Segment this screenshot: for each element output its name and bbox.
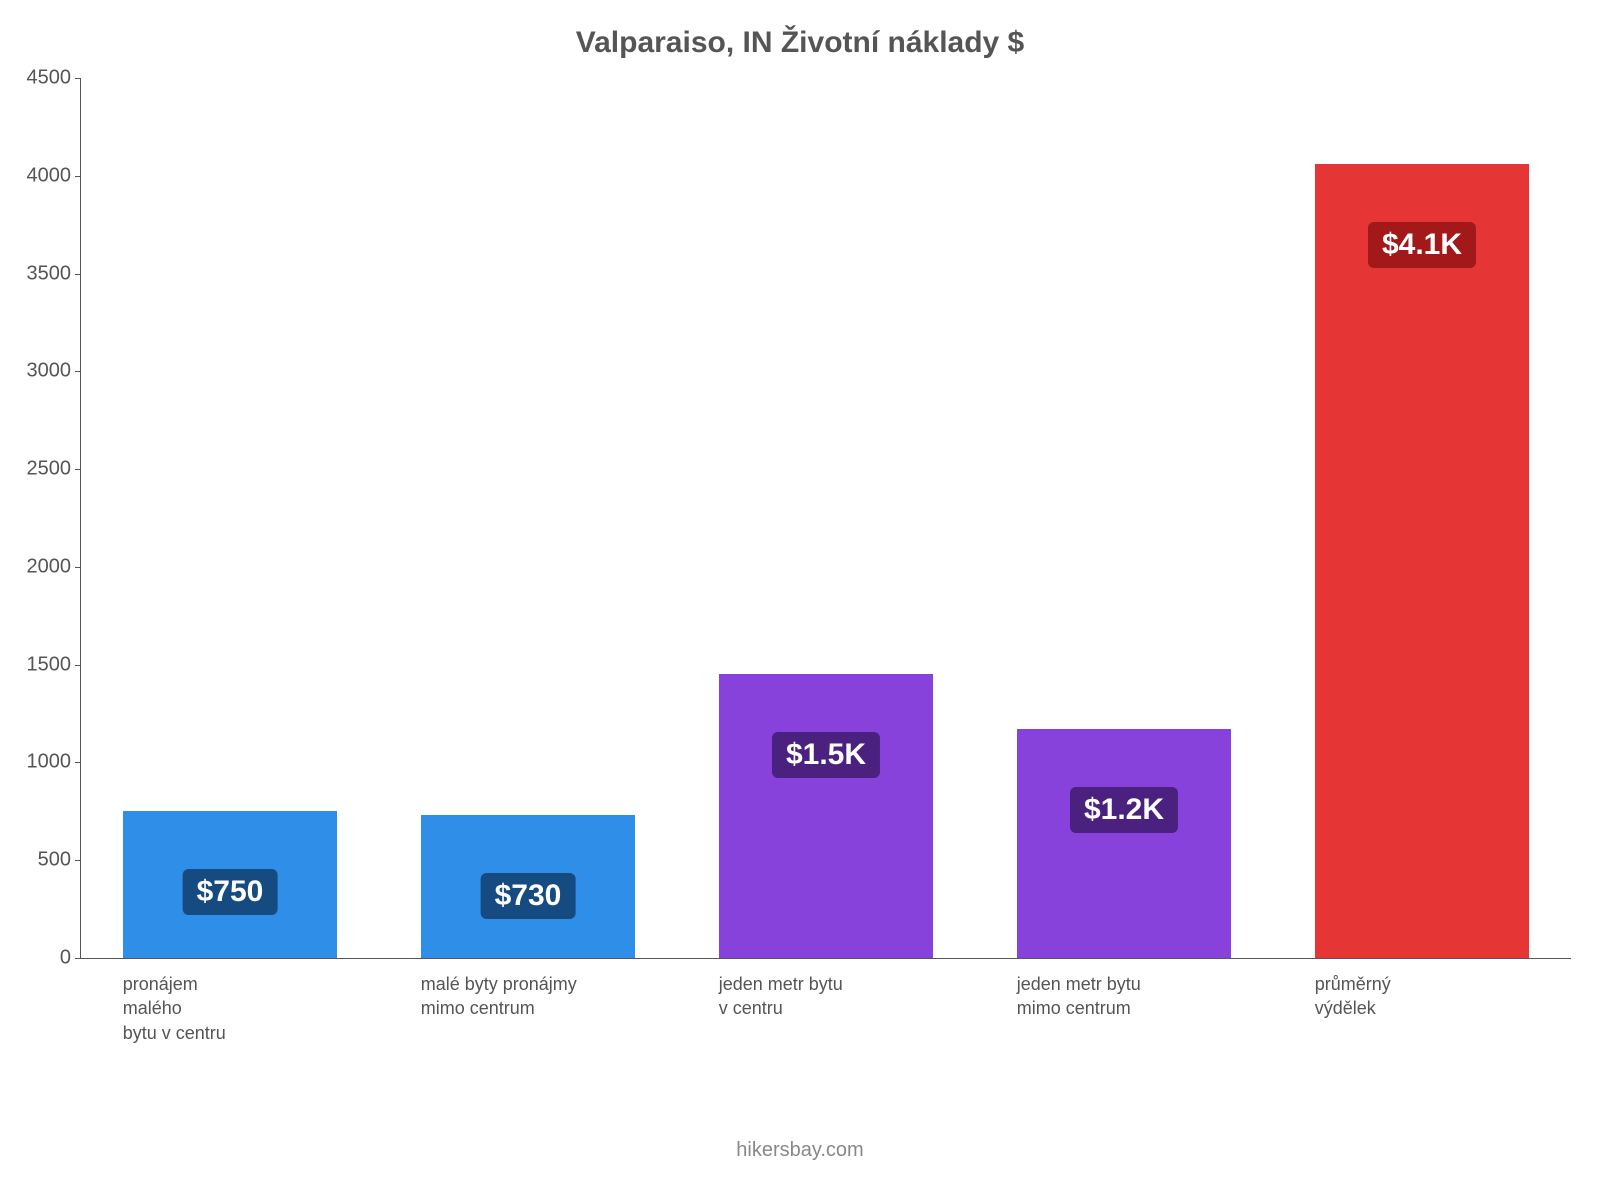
y-axis-tick-mark: [75, 860, 81, 861]
y-axis-tick-label: 2500: [27, 458, 82, 481]
bar: $1.2K: [1017, 729, 1232, 958]
y-axis-tick-mark: [75, 567, 81, 568]
x-axis-category-label: jeden metr bytuv centru: [719, 958, 934, 1021]
y-axis-tick-mark: [75, 469, 81, 470]
bar: $1.5K: [719, 674, 934, 958]
y-axis-tick-label: 2000: [27, 555, 82, 578]
y-axis-tick-mark: [75, 176, 81, 177]
y-axis-tick-mark: [75, 762, 81, 763]
y-axis-tick-label: 3000: [27, 360, 82, 383]
y-axis-tick-label: 4000: [27, 164, 82, 187]
chart-footer: hikersbay.com: [0, 1139, 1600, 1162]
x-axis-category-label: jeden metr bytumimo centrum: [1017, 958, 1232, 1021]
y-axis-tick-mark: [75, 958, 81, 959]
bar: $730: [421, 815, 636, 958]
bar-value-label: $1.5K: [772, 732, 880, 778]
y-axis-tick-mark: [75, 665, 81, 666]
y-axis-tick-label: 1500: [27, 653, 82, 676]
x-axis-category-label: pronájemmaléhobytu v centru: [123, 958, 338, 1045]
bar: $750: [123, 811, 338, 958]
bar-value-label: $1.2K: [1070, 787, 1178, 833]
y-axis-tick-label: 1000: [27, 751, 82, 774]
y-axis-tick-mark: [75, 78, 81, 79]
y-axis-tick-label: 4500: [27, 67, 82, 90]
y-axis-tick-mark: [75, 371, 81, 372]
x-axis-category-label: průměrnývýdělek: [1315, 958, 1530, 1021]
bar-value-label: $750: [183, 869, 278, 915]
bar: $4.1K: [1315, 164, 1530, 958]
bar-value-label: $4.1K: [1368, 222, 1476, 268]
bar-value-label: $730: [481, 873, 576, 919]
y-axis-tick-mark: [75, 274, 81, 275]
chart-title: Valparaiso, IN Životní náklady $: [0, 26, 1600, 60]
plot-area: 050010001500200025003000350040004500$750…: [80, 78, 1571, 959]
x-axis-category-label: malé byty pronájmymimo centrum: [421, 958, 636, 1021]
y-axis-tick-label: 3500: [27, 262, 82, 285]
chart-container: Valparaiso, IN Životní náklady $ 0500100…: [0, 0, 1600, 1200]
